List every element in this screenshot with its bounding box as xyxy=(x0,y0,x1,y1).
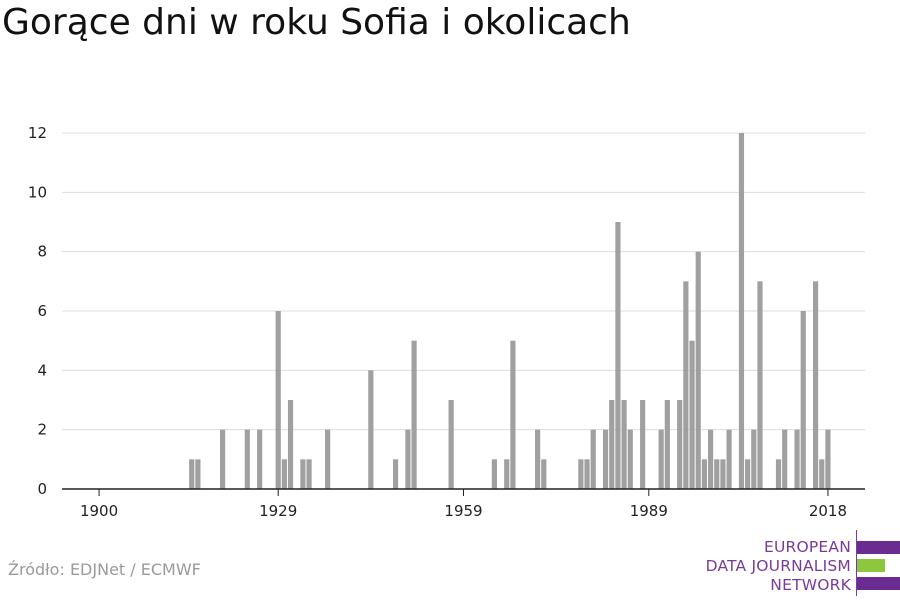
bar-2004 xyxy=(738,133,745,489)
bar-1944 xyxy=(368,370,374,489)
bar-1984 xyxy=(615,222,621,489)
bar-1997 xyxy=(695,251,701,489)
bar-1998 xyxy=(701,459,707,489)
bar-1957 xyxy=(448,400,454,489)
bar-1991 xyxy=(658,429,664,489)
bar-1924 xyxy=(244,429,250,489)
x-tick-label-1900: 1900 xyxy=(80,502,118,520)
y-tick-label-4: 4 xyxy=(37,361,47,379)
x-tick-label-1989: 1989 xyxy=(630,502,668,520)
bar-1996 xyxy=(689,340,695,489)
logo-line-1: EUROPEAN xyxy=(763,538,851,556)
bar-1992 xyxy=(664,400,670,489)
bar-1999 xyxy=(707,429,714,489)
bar-1930 xyxy=(281,459,287,489)
bar-1978 xyxy=(578,459,584,489)
bar-2005 xyxy=(745,459,751,489)
bar-1951 xyxy=(411,340,417,489)
bar-2001 xyxy=(720,459,726,489)
y-tick-label-2: 2 xyxy=(37,421,47,439)
y-tick-label-0: 0 xyxy=(37,480,47,498)
bar-2017 xyxy=(819,459,825,489)
logo-line-2: DATA JOURNALISM xyxy=(705,557,851,575)
bar-1994 xyxy=(677,400,683,489)
bar-2006 xyxy=(751,429,757,489)
x-axis-ticks: 1900 1929 1959 1989 2018 xyxy=(62,488,865,520)
bar-1920 xyxy=(220,429,226,489)
bar-1926 xyxy=(257,429,263,489)
bar-1937 xyxy=(325,429,331,489)
bar-1934 xyxy=(306,459,312,489)
bar-1948 xyxy=(392,459,399,489)
bars xyxy=(189,133,831,489)
bar-2018 xyxy=(825,429,831,489)
bar-1985 xyxy=(621,400,627,489)
y-tick-label-10: 10 xyxy=(28,183,47,201)
bar-2000 xyxy=(714,459,720,489)
logo-divider xyxy=(856,530,857,596)
bar-1916 xyxy=(195,459,201,489)
logo-bar-middle xyxy=(857,559,885,572)
bar-1929 xyxy=(275,311,281,489)
bar-1950 xyxy=(405,429,411,489)
y-tick-label-8: 8 xyxy=(37,243,47,261)
x-tick-label-1929: 1929 xyxy=(259,502,297,520)
bar-2010 xyxy=(775,459,782,489)
logo-line-3: NETWORK xyxy=(770,576,851,594)
bar-1995 xyxy=(683,281,689,489)
source-note: Źródło: EDJNet / ECMWF xyxy=(8,560,201,579)
y-tick-label-12: 12 xyxy=(28,124,47,142)
bar-1933 xyxy=(300,459,306,489)
bar-1967 xyxy=(510,340,516,489)
bar-2016 xyxy=(812,281,819,489)
logo-bar-bottom xyxy=(857,577,900,590)
bar-2007 xyxy=(757,281,763,489)
bar-1964 xyxy=(491,459,497,489)
bar-1986 xyxy=(627,429,633,489)
y-axis-ticks: 0 2 4 6 8 10 12 xyxy=(28,124,47,498)
grid-lines xyxy=(62,132,865,431)
bar-1971 xyxy=(535,429,541,489)
chart-title: Gorące dni w roku Sofia i okolicach xyxy=(2,2,631,43)
bar-1982 xyxy=(602,429,609,489)
bar-2013 xyxy=(794,429,800,489)
x-tick-label-2018: 2018 xyxy=(809,502,847,520)
bar-1988 xyxy=(640,400,646,489)
bar-2011 xyxy=(782,429,788,489)
edjnet-logo: EUROPEAN DATA JOURNALISM NETWORK xyxy=(700,530,900,596)
bar-1983 xyxy=(609,400,615,489)
bar-1931 xyxy=(287,400,294,489)
bar-1915 xyxy=(189,459,195,489)
bar-2002 xyxy=(726,429,732,489)
logo-bar-top xyxy=(857,541,900,554)
bar-2014 xyxy=(800,311,806,489)
logo-text: EUROPEAN DATA JOURNALISM NETWORK xyxy=(706,538,851,595)
bar-1966 xyxy=(504,459,510,489)
x-tick-label-1959: 1959 xyxy=(444,502,482,520)
bar-1972 xyxy=(541,459,547,489)
y-tick-label-6: 6 xyxy=(37,302,47,320)
bar-1979 xyxy=(584,459,590,489)
bar-1980 xyxy=(590,429,596,489)
